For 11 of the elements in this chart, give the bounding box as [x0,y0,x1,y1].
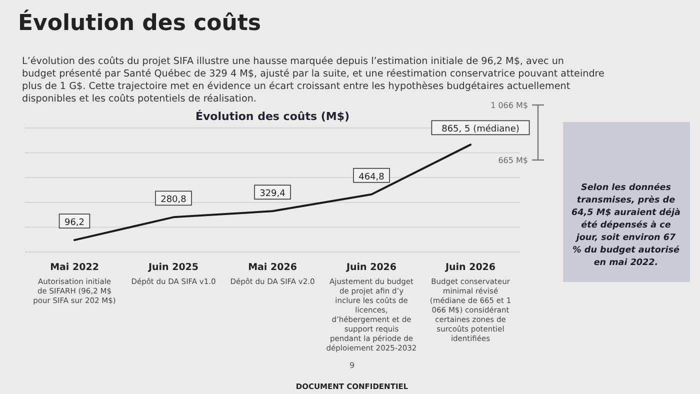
chart-subtitle: Évolution des coûts [18,9,262,36]
data-label: 280,8 [160,195,187,206]
text: 9 [349,361,355,370]
text: Selon les données transmises, près de 64,5 M$ auraient déjà été dépensés à ce jour, soit environ 67 % du budget autorisé en mai 2022. [572,182,681,268]
annotation: 665 M$ [498,156,528,165]
data-label: 464,8 [358,172,385,182]
chart-title: Évolution des coûts (M$) [196,109,350,123]
data-label: 865, 5 (médiane) [442,124,520,135]
text: 1 066 M$ [490,101,528,110]
data-label: 329,4 [260,189,286,200]
data-label: 96,2 [64,218,85,228]
